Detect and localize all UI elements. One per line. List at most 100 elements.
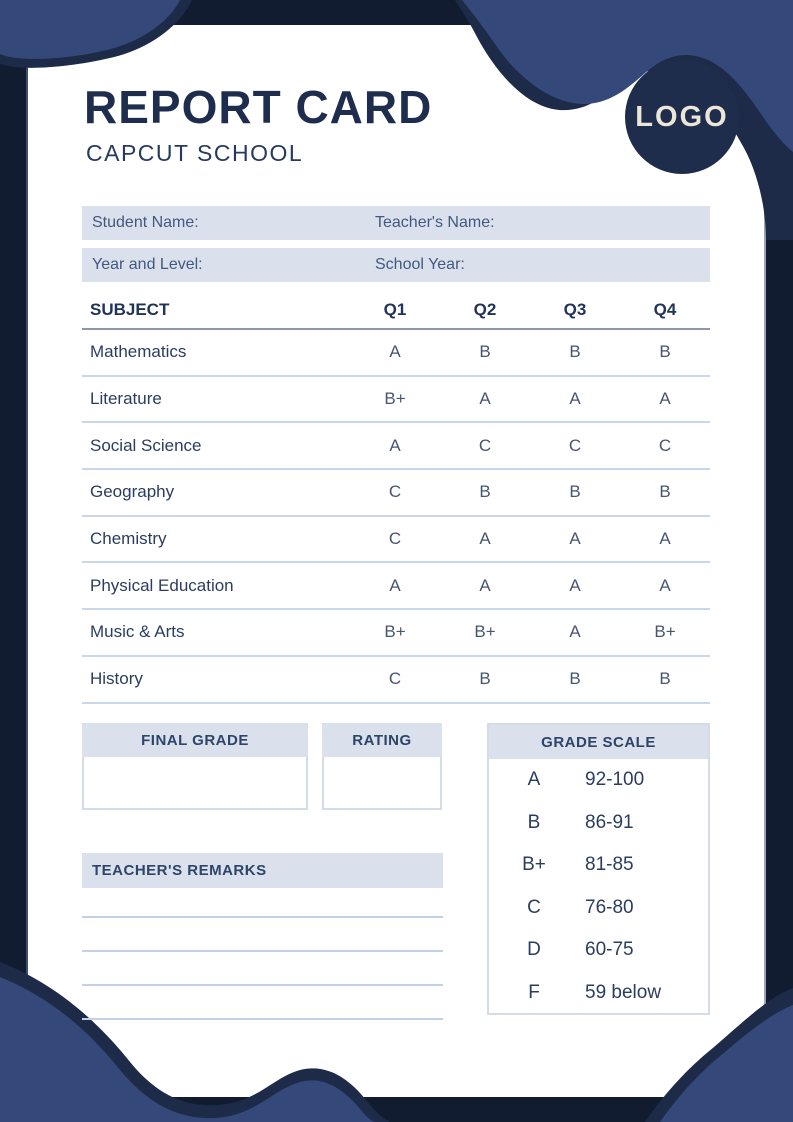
grade-scale-row: A 92-100 [489, 759, 708, 802]
grade-cell: B [569, 342, 581, 362]
remarks-line[interactable] [82, 984, 443, 986]
rating-header: RATING [322, 723, 442, 757]
top-right-wave-rim [437, 0, 793, 240]
school-year-field[interactable]: School Year: [375, 256, 710, 274]
grade-cell: A [389, 435, 401, 455]
grade-cell: B [479, 669, 491, 689]
grade-scale-row: B 86-91 [489, 802, 708, 845]
grade-cell: A [659, 389, 671, 409]
remarks-line[interactable] [82, 916, 443, 918]
scale-grade-letter: D [527, 939, 541, 961]
grade-cell: B [479, 482, 491, 502]
final-grade-box: FINAL GRADE [82, 723, 308, 810]
grade-cell: C [388, 669, 402, 689]
header-q3: Q3 [563, 300, 587, 319]
year-level-label: Year and Level: [92, 256, 203, 273]
grades-table-header: SUBJECT Q1 Q2 Q3 Q4 [82, 292, 710, 330]
rating-box: RATING [322, 723, 442, 810]
teacher-name-label: Teacher's Name: [375, 214, 495, 231]
subject-name: Chemistry [90, 529, 167, 549]
grade-cell: B [569, 669, 581, 689]
student-name-label: Student Name: [92, 214, 199, 231]
school-year-label: School Year: [375, 256, 465, 273]
grade-scale-header: GRADE SCALE [489, 725, 708, 759]
grade-cell: C [568, 435, 582, 455]
grade-cell: A [389, 342, 401, 362]
grade-cell: A [569, 622, 581, 642]
grade-scale-box: GRADE SCALE A 92-100 B 86-91 B+ 81-85 C … [487, 723, 710, 1015]
table-row: Geography C B B B [82, 470, 710, 517]
table-row: History C B B B [82, 657, 710, 704]
header-q2: Q2 [473, 300, 497, 319]
grade-cell: C [658, 435, 672, 455]
grade-cell: B [659, 669, 671, 689]
subject-name: Music & Arts [90, 622, 185, 642]
table-row: Physical Education A A A A [82, 563, 710, 611]
scale-grade-range: 86-91 [585, 811, 634, 833]
grade-cell: A [479, 389, 491, 409]
grade-scale-row: D 60-75 [489, 929, 708, 972]
remarks-line[interactable] [82, 950, 443, 952]
info-bar-row1: Student Name: Teacher's Name: [82, 206, 710, 240]
grade-scale-row: F 59 below [489, 972, 708, 1015]
page-title: REPORT CARD [84, 81, 433, 133]
subject-name: Mathematics [90, 342, 187, 362]
grade-cell: B+ [654, 622, 676, 642]
grade-cell: A [659, 575, 671, 595]
scale-grade-letter: F [528, 981, 540, 1003]
table-row: Literature B+ A A A [82, 377, 710, 424]
grade-cell: C [388, 482, 402, 502]
grade-cell: A [479, 575, 491, 595]
scale-grade-range: 81-85 [585, 854, 634, 876]
final-grade-header: FINAL GRADE [82, 723, 308, 757]
subject-name: History [90, 669, 143, 689]
grade-cell: B [569, 482, 581, 502]
grade-cell: B+ [384, 389, 406, 409]
grade-cell: B [659, 482, 671, 502]
grade-cell: B [659, 342, 671, 362]
table-row: Social Science A C C C [82, 423, 710, 471]
grade-cell: A [479, 529, 491, 549]
grade-cell: A [569, 575, 581, 595]
grade-cell: A [659, 529, 671, 549]
frame-right [764, 0, 793, 1122]
grade-cell: B+ [384, 622, 406, 642]
remarks-line[interactable] [82, 1018, 443, 1020]
frame-top [0, 0, 793, 25]
info-bar-row2: Year and Level: School Year: [82, 248, 710, 282]
subject-name: Physical Education [90, 575, 234, 595]
grade-cell: C [388, 529, 402, 549]
header-subject: SUBJECT [90, 300, 170, 319]
year-level-field[interactable]: Year and Level: [82, 256, 375, 274]
grade-scale-row: B+ 81-85 [489, 844, 708, 887]
grade-cell: A [389, 575, 401, 595]
table-row: Mathematics A B B B [82, 330, 710, 377]
header-q1: Q1 [383, 300, 407, 319]
teachers-remarks-header: TEACHER'S REMARKS [82, 853, 443, 888]
scale-grade-letter: A [527, 769, 541, 791]
final-grade-value-field[interactable] [82, 757, 308, 810]
grade-cell: B [479, 342, 491, 362]
logo-text: LOGO [635, 100, 729, 133]
school-name: CAPCUT SCHOOL [86, 140, 304, 166]
grade-cell: A [569, 389, 581, 409]
scale-grade-range: 92-100 [585, 769, 645, 791]
frame-left [0, 0, 28, 1122]
grade-cell: B+ [474, 622, 496, 642]
rating-value-field[interactable] [322, 757, 442, 810]
scale-grade-letter: B [527, 811, 541, 833]
subject-name: Literature [90, 389, 162, 409]
header-q4: Q4 [653, 300, 677, 319]
grade-cell: A [569, 529, 581, 549]
scale-grade-letter: C [527, 896, 541, 918]
table-row: Music & Arts B+ B+ A B+ [82, 610, 710, 657]
grades-table: SUBJECT Q1 Q2 Q3 Q4 Mathematics A B B B … [82, 292, 710, 704]
subject-name: Geography [90, 482, 175, 502]
frame-bottom [0, 1097, 793, 1122]
teacher-name-field[interactable]: Teacher's Name: [375, 214, 710, 232]
school-logo: LOGO [625, 60, 739, 174]
teachers-remarks-label: TEACHER'S REMARKS [92, 862, 267, 879]
scale-grade-range: 76-80 [585, 896, 634, 918]
student-name-field[interactable]: Student Name: [82, 214, 375, 232]
